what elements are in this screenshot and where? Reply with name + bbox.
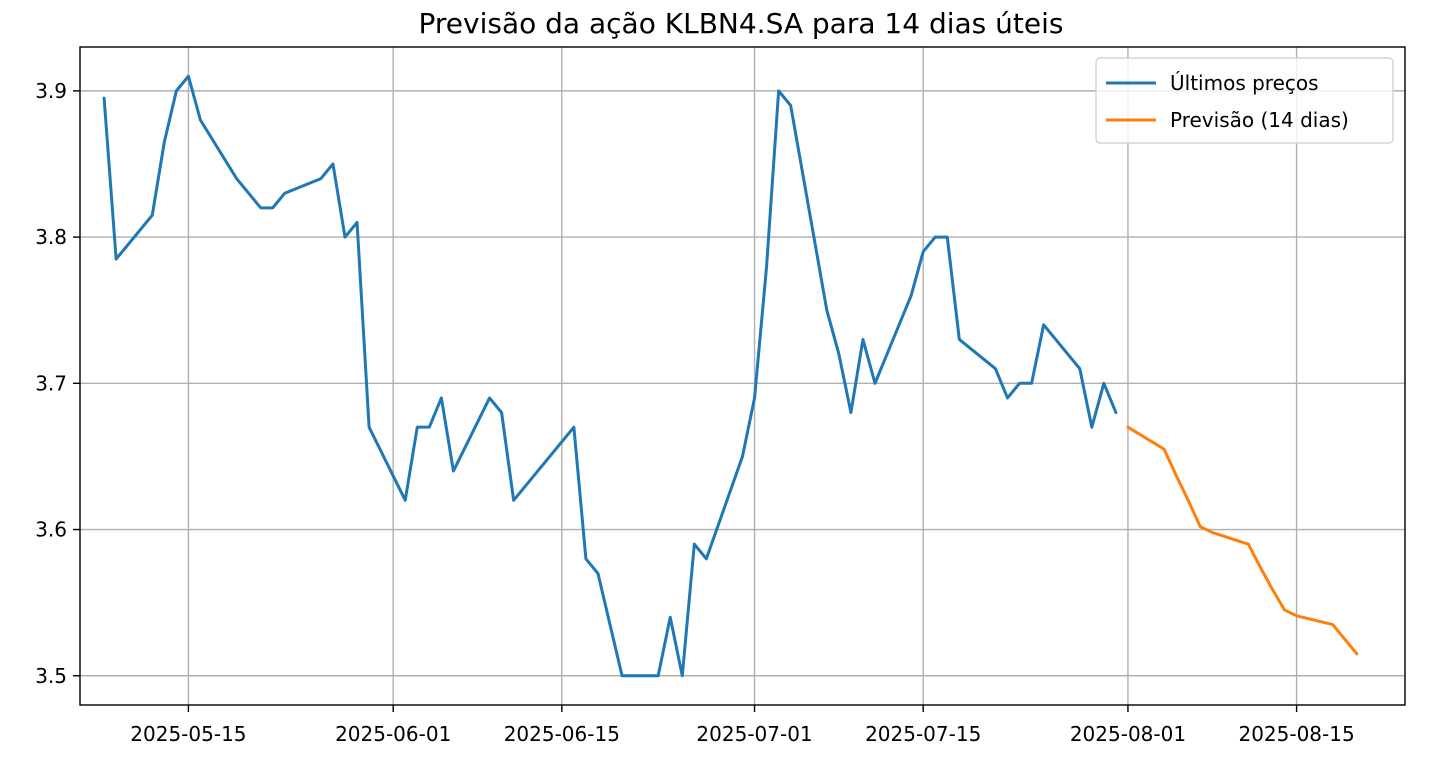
x-tick-label: 2025-07-01: [696, 722, 812, 746]
grid: [80, 47, 1405, 705]
y-tick-label: 3.7: [35, 371, 67, 395]
chart-title: Previsão da ação KLBN4.SA para 14 dias ú…: [419, 7, 1064, 40]
series: [102, 74, 1359, 678]
y-tick-label: 3.5: [35, 664, 67, 688]
x-tick-label: 2025-08-01: [1070, 722, 1186, 746]
legend-label-previsao: Previsão (14 dias): [1170, 108, 1349, 132]
x-tick-label: 2025-05-15: [130, 722, 246, 746]
axis-ticks: 2025-05-15 2025-06-01 2025-06-15 2025-07-01…: [35, 79, 1355, 746]
legend: Últimos preços Previsão (14 dias): [1095, 57, 1394, 144]
plot-area-frame: [79, 46, 1406, 706]
x-tick-label: 2025-06-15: [504, 722, 620, 746]
series-line-ultimos-precos: [102, 74, 1118, 678]
legend-label-ultimos-precos: Últimos preços: [1170, 71, 1319, 95]
x-tick-label: 2025-07-15: [865, 722, 981, 746]
legend-box: [1095, 57, 1394, 144]
y-tick-label: 3.9: [35, 79, 67, 103]
x-tick-label: 2025-06-01: [335, 722, 451, 746]
series-line-previsao: [1126, 425, 1359, 656]
y-tick-label: 3.8: [35, 225, 67, 249]
y-tick-label: 3.6: [35, 518, 67, 542]
x-tick-label: 2025-08-15: [1238, 722, 1354, 746]
